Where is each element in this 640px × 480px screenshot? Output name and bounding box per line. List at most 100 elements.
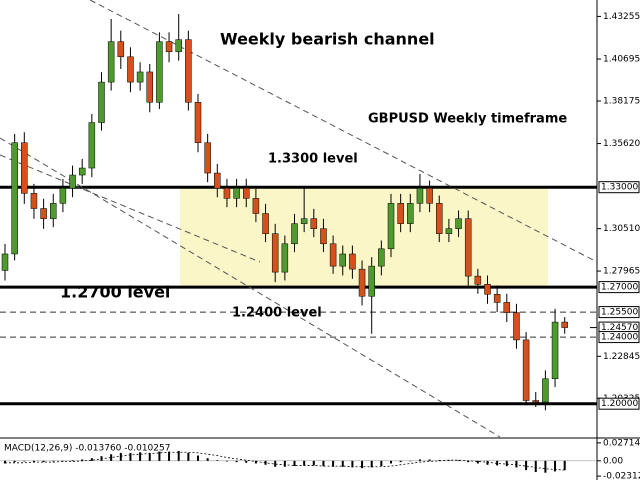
candle-body (484, 284, 491, 295)
candle-body (407, 203, 414, 224)
level-label-box (598, 306, 640, 319)
macd-bar (525, 460, 528, 471)
macd-bar (380, 460, 383, 467)
macd-bar (332, 460, 335, 467)
level-label: 1.24000 (601, 333, 638, 343)
candle-body (175, 39, 182, 53)
channel-line (0, 154, 261, 263)
candle-body (378, 248, 385, 267)
macd-bar (235, 460, 238, 463)
candle-body (436, 203, 443, 234)
macd-bar (81, 459, 84, 461)
candle-body (252, 198, 260, 214)
macd-panel: 0.027144 0.00 -0.023122 (0, 438, 640, 480)
price-axis: 1.43255 1.40695 1.38175 1.35620 1.30510 1.279… (590, 12, 640, 410)
y-tick-label: 0.00 (603, 456, 623, 466)
macd-bar (409, 460, 412, 462)
macd-bar (4, 460, 6, 464)
macd-bar (254, 460, 257, 464)
candle-body (291, 223, 298, 245)
macd-bar (293, 460, 296, 467)
candle-body (493, 294, 501, 303)
macd-bar (341, 460, 344, 467)
macd-bar (534, 460, 537, 473)
macd-bar (303, 460, 306, 466)
candle-body (98, 81, 105, 123)
macd-bar (32, 460, 35, 463)
chart-title: Weekly bearish channel (220, 30, 435, 49)
level-label-box (598, 331, 640, 344)
candle-body (88, 122, 96, 169)
y-tick-label: 1.30510 (603, 224, 640, 234)
macd-bar (225, 460, 228, 462)
level-label-box (598, 397, 640, 410)
macd-bar (129, 452, 132, 461)
macd-bar (110, 454, 113, 461)
macd-bar (563, 460, 566, 471)
macd-bar (390, 460, 392, 464)
macd-bar (544, 460, 547, 473)
level-label: 1.27000 (601, 283, 638, 293)
macd-bar (13, 460, 16, 463)
macd-bar (361, 460, 364, 469)
candle-body (358, 268, 366, 297)
candle-body (329, 243, 337, 267)
macd-bar (177, 450, 180, 461)
channel-line (89, 0, 598, 263)
macd-bar (312, 460, 315, 466)
candle-body (127, 56, 134, 83)
candle-body (21, 142, 28, 194)
macd-bar (206, 458, 209, 461)
macd-bar (216, 460, 219, 461)
candle-body (1, 253, 9, 271)
macd-bar (322, 460, 325, 467)
candle-body (426, 187, 433, 204)
level-label: 1.25500 (601, 308, 638, 318)
candle-body (271, 233, 279, 273)
annotation: 1.2400 level (232, 306, 322, 321)
y-tick-label: 0.027144 (603, 438, 640, 448)
macd-bar (52, 460, 55, 462)
macd-bar (486, 460, 489, 465)
macd-bar (168, 451, 171, 461)
candle-body (40, 208, 47, 219)
candle-body (243, 187, 250, 199)
macd-bar (139, 452, 142, 461)
candle-body (69, 174, 76, 189)
macd-bar (187, 452, 190, 461)
macd-bar (274, 460, 277, 467)
candle-body (300, 218, 308, 224)
candle-body (59, 187, 67, 204)
candle-body (542, 378, 549, 403)
candle-body (474, 275, 482, 285)
macd-bar (42, 460, 45, 463)
candle-body (194, 102, 202, 143)
candle-body (11, 142, 18, 255)
candle-body (387, 203, 395, 250)
candle-body (204, 142, 211, 174)
candle-body (146, 71, 153, 103)
candle-body (310, 218, 318, 229)
candle-body (513, 312, 520, 341)
candle-body (233, 187, 240, 199)
signal-line (5, 451, 565, 471)
macd-bar (554, 460, 557, 472)
candle-body (281, 243, 289, 273)
macd-bar (71, 460, 74, 461)
macd-bar (428, 459, 431, 461)
candle-body (455, 218, 462, 229)
candle-body (165, 41, 173, 53)
macd-bar (370, 460, 373, 468)
candle-body (464, 218, 472, 277)
macd-bar (351, 460, 354, 468)
macd-bar (505, 460, 508, 467)
y-tick-label: 1.38175 (603, 97, 640, 107)
macd-bar (119, 452, 122, 461)
level-label: 1.33000 (601, 183, 638, 193)
macd-bar (197, 455, 199, 461)
y-tick-label: 1.40695 (603, 55, 640, 65)
candle-body (185, 39, 192, 103)
channel-line (0, 137, 501, 438)
candle-body (445, 228, 453, 234)
